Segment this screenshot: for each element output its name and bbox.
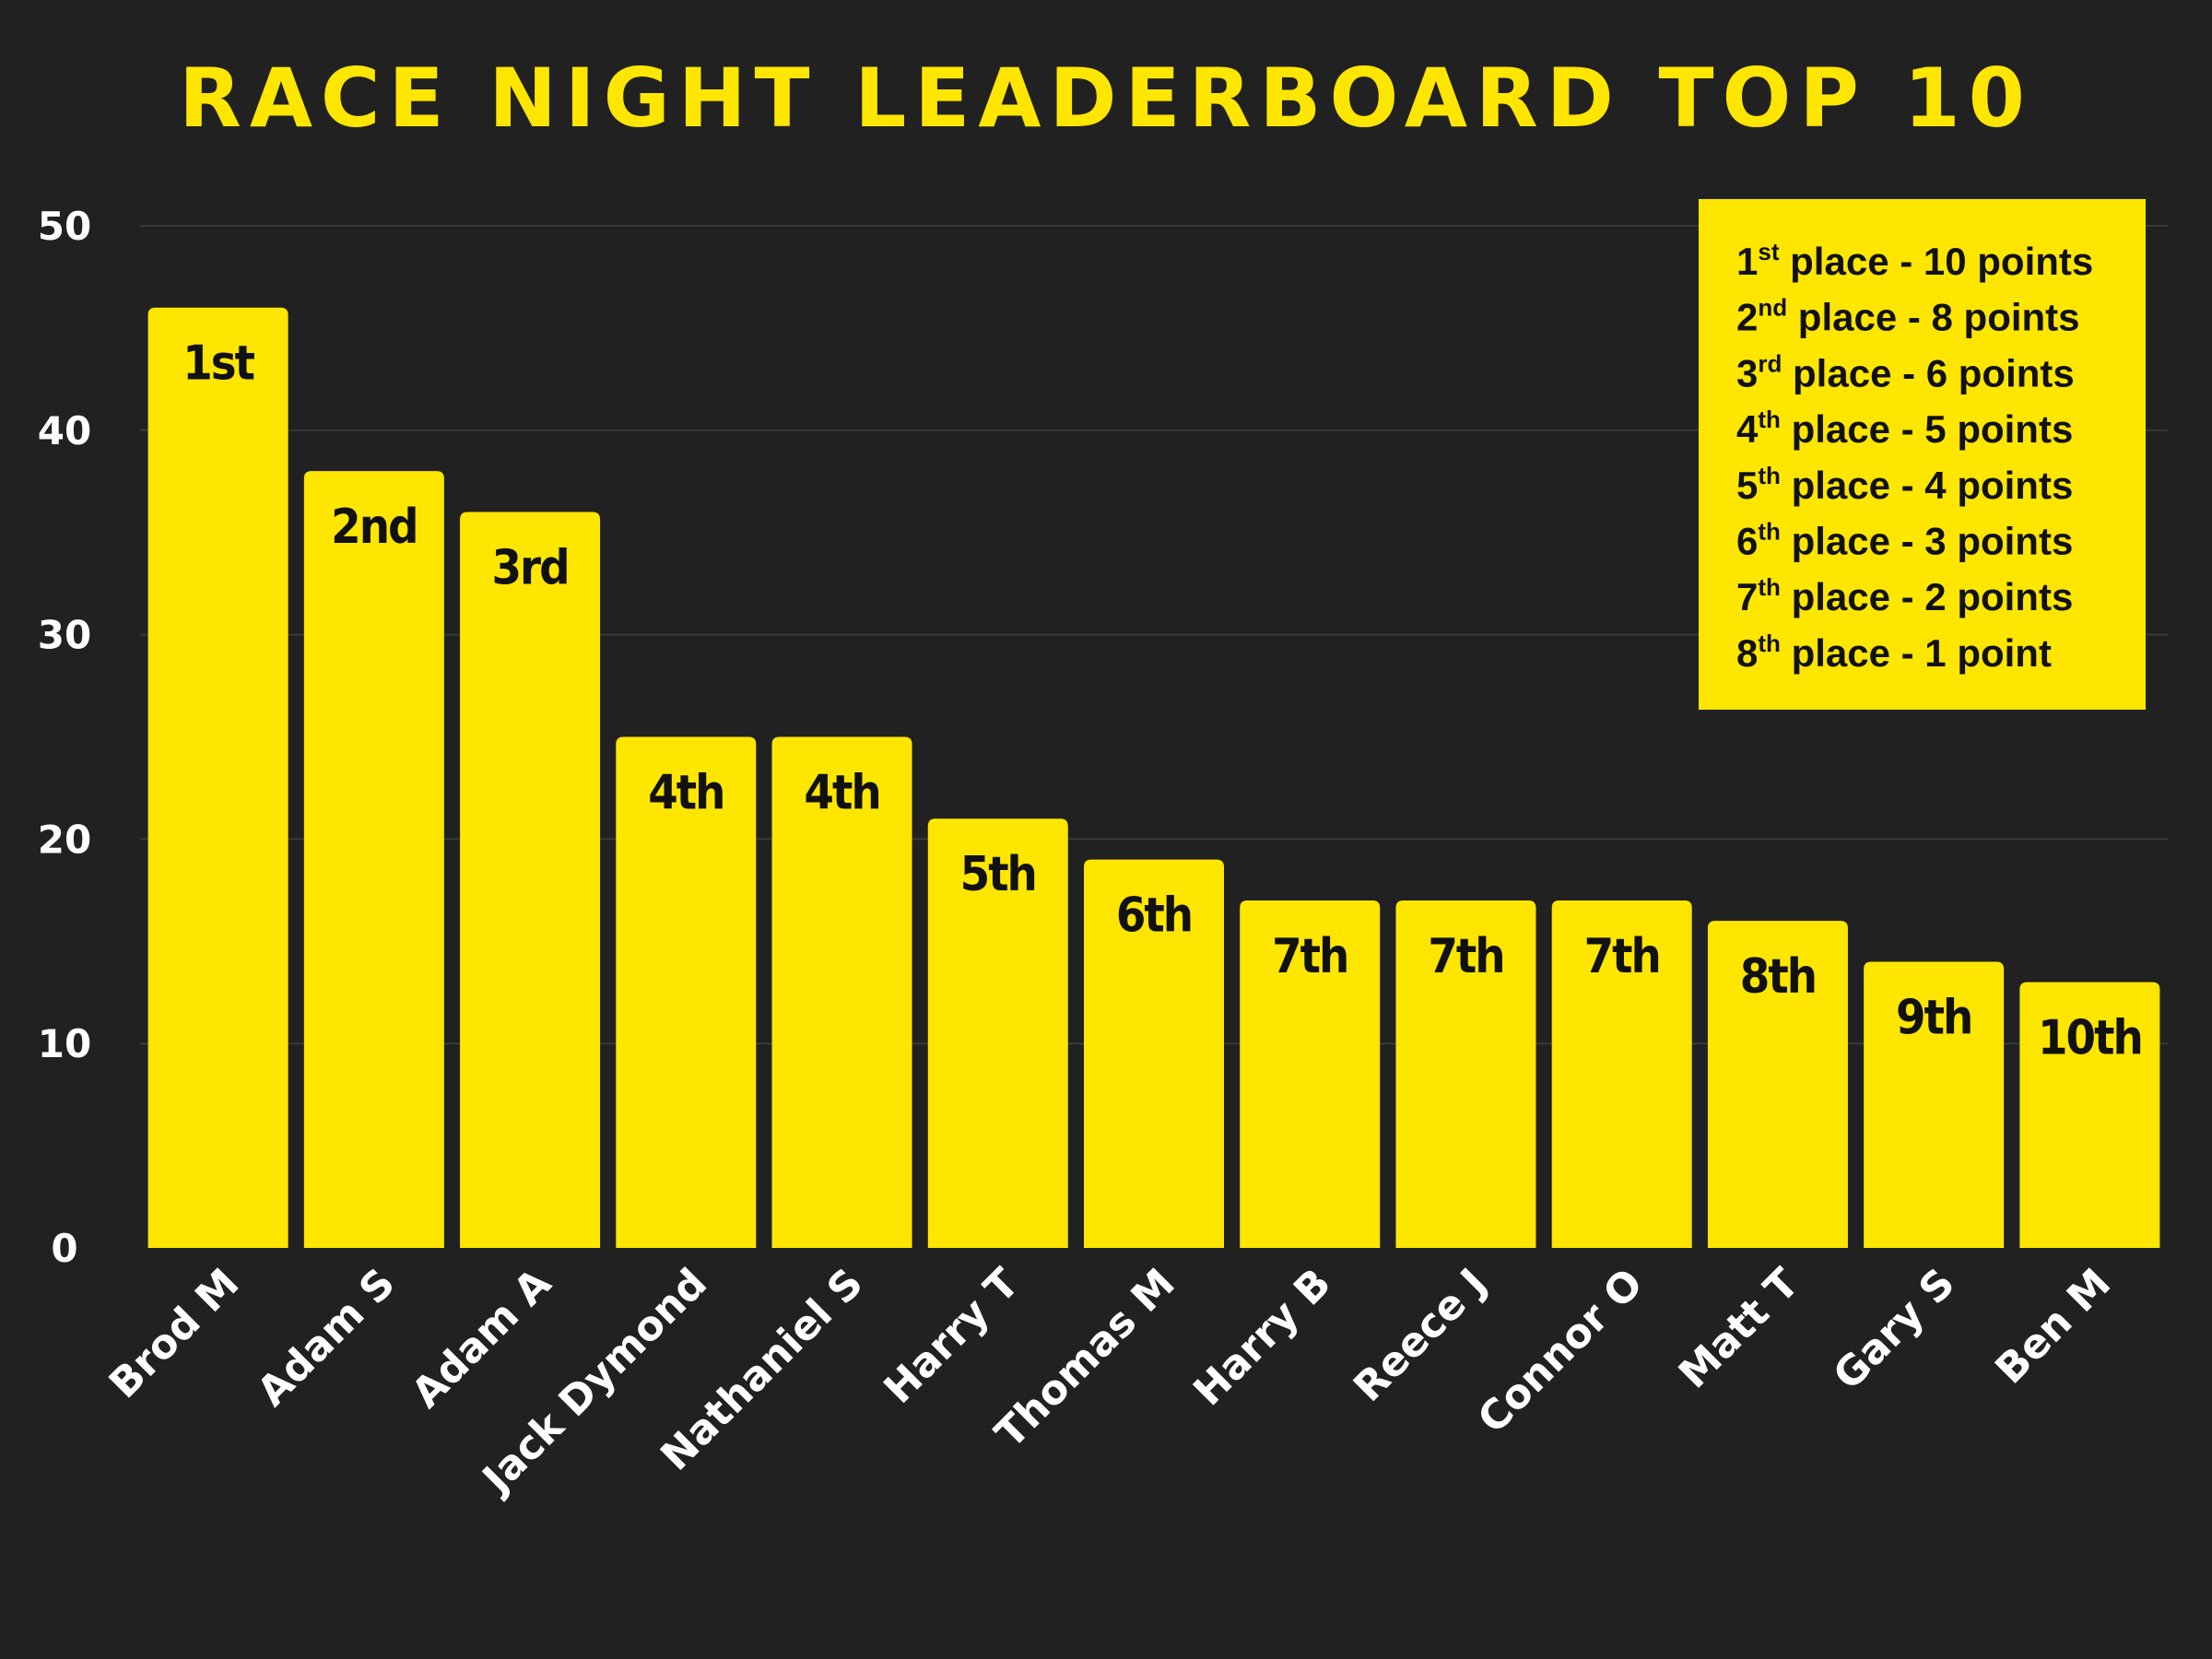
legend-entry-suffix: th [1758,518,1781,546]
rank-label: 4th [648,766,724,821]
legend-entry-text: place - 3 points [1781,520,2073,563]
legend-entry: 8th place - 1 point [1736,629,2052,675]
bar [1707,921,1848,1248]
legend-entry-text: place - 8 points [1787,296,2079,339]
legend-entry-number: 6 [1736,520,1758,563]
bars [147,307,2160,1249]
x-tick-label: Harry B [1184,1260,1340,1416]
points-legend-box [1699,199,2146,710]
legend-entry-text: place - 5 points [1781,407,2073,451]
rank-label: 6th [1116,888,1192,944]
bar [2019,982,2160,1248]
legend-entry-suffix: th [1758,629,1781,657]
rank-label: 4th [804,766,879,821]
rank-label: 5th [960,847,1036,902]
bar [1084,859,1224,1248]
legend-entry-text: place - 10 points [1779,240,2093,283]
rank-label: 7th [1272,929,1347,984]
bar [303,471,444,1248]
rank-label: 9th [1896,990,1971,1045]
legend-entry-suffix: th [1758,573,1781,601]
legend-entry-text: place - 1 point [1781,631,2052,675]
legend-entry-suffix: st [1758,238,1779,265]
legend-entry-text: place - 4 points [1781,464,2073,507]
legend-entry-number: 1 [1736,240,1758,283]
rank-label: 8th [1740,949,1816,1005]
rank-label: 3rd [492,541,569,596]
rank-label: 7th [1584,929,1660,984]
rank-label: 7th [1428,929,1503,984]
x-tick-label: Connor O [1469,1260,1653,1443]
x-tick-label: Matt T [1670,1260,1808,1398]
y-tick-label: 10 [38,1021,91,1066]
legend-entry-suffix: rd [1758,349,1782,377]
legend-entry: 3rd place - 6 points [1736,349,2075,394]
y-tick-label: 40 [38,408,91,453]
bar [1240,900,1381,1248]
x-tick-label: Adam A [403,1260,560,1418]
bar [1551,900,1692,1248]
legend-entry-text: place - 2 points [1781,575,2073,618]
bar [771,736,912,1248]
x-tick-label: Adam S [249,1260,405,1416]
legend-entry: 6th place - 3 points [1736,518,2073,563]
legend-entry: 2nd place - 8 points [1736,294,2080,339]
y-tick-label: 0 [51,1226,77,1271]
y-axis-ticks: 0 10 20 30 40 50 [38,204,91,1271]
legend-entry-number: 3 [1736,351,1758,394]
legend-entry: 7th place - 2 points [1736,573,2073,618]
x-tick-label: Gary S [1824,1260,1963,1399]
bar [1864,961,2005,1248]
x-tick-label: Brod M [100,1260,249,1408]
y-tick-label: 20 [38,817,91,862]
x-tick-label: Reece J [1345,1260,1496,1411]
legend-entry-suffix: th [1758,406,1781,433]
legend-entry-text: place - 6 points [1782,351,2074,394]
bar [147,307,288,1249]
legend-entry-suffix: th [1758,462,1781,489]
x-tick-label: Ben M [1986,1260,2120,1394]
legend-entry-number: 7 [1736,575,1758,618]
legend-entry: 4th place - 5 points [1736,406,2073,451]
bar [1395,900,1536,1248]
legend-entry: 1st place - 10 points [1736,238,2093,283]
legend-entry-number: 2 [1736,296,1758,339]
bar [616,736,757,1248]
legend-entry-suffix: nd [1758,294,1787,322]
bar [927,818,1068,1248]
legend-entry: 5th place - 4 points [1736,462,2073,507]
legend-entry-number: 8 [1736,631,1758,675]
legend-entry-number: 4 [1736,407,1759,451]
rank-label: 1st [182,336,254,392]
rank-label: 2nd [331,500,417,555]
legend-entry-number: 5 [1736,464,1758,507]
points-legend: 1st place - 10 points 2nd place - 8 point… [1699,199,2146,710]
x-tick-label: Harry T [875,1260,1028,1413]
bar [460,512,601,1248]
chart-title: RACE NIGHT LEADERBOARD TOP 10 [179,51,2033,146]
rank-label: 10th [2038,1011,2142,1066]
y-tick-label: 50 [38,204,91,249]
y-tick-label: 30 [38,613,91,658]
